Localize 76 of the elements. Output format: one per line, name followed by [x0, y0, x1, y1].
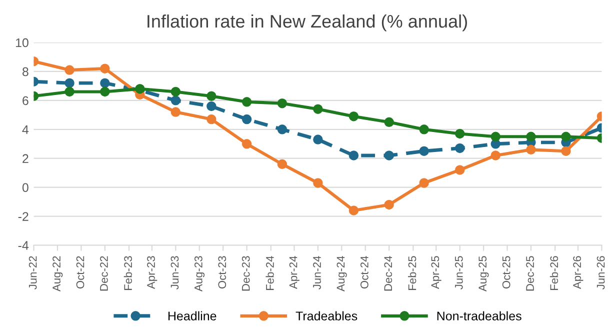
x-tick-label: Apr-23: [147, 256, 158, 289]
point: [64, 65, 74, 75]
x-tick-label: Feb-26: [550, 256, 558, 290]
point: [100, 78, 110, 88]
point: [242, 114, 252, 124]
x-tick-label: Dec-23: [242, 256, 250, 291]
x-tick-label: Apr-25: [431, 256, 442, 289]
point: [170, 96, 181, 106]
legend-label: Tradeables: [296, 311, 358, 320]
point: [277, 98, 288, 108]
x-tick-label: Jun-26: [596, 256, 605, 290]
point: [384, 150, 394, 160]
x-tick-label: Apr-26: [573, 256, 584, 289]
x-tick-label: Aug-24: [336, 256, 347, 292]
chart-title: Inflation rate in New Zealand (% annual): [148, 14, 467, 32]
y-tick-label: 0: [22, 183, 28, 192]
point: [526, 144, 536, 155]
x-tick-label: Feb-25: [408, 256, 416, 290]
y-tick-label: 2: [22, 154, 28, 163]
point: [454, 143, 465, 154]
point: [454, 128, 465, 139]
x-tick-label: Dec-22: [100, 256, 108, 291]
x-tick-label: Oct-24: [360, 256, 368, 288]
point: [277, 159, 288, 170]
x-tick-label: Oct-23: [218, 256, 226, 288]
point: [277, 124, 288, 134]
x-tick-label: Aug-25: [478, 256, 489, 292]
point: [490, 150, 500, 160]
point: [64, 86, 74, 97]
x-tick-label: Feb-24: [266, 256, 274, 290]
point: [64, 78, 74, 88]
point: [526, 132, 536, 142]
point: [561, 146, 571, 156]
legend-label: Headline: [168, 311, 216, 320]
x-tick-label: Jun-23: [170, 256, 179, 290]
x-tick-label: Dec-25: [526, 256, 534, 291]
x-tick-label: Jun-24: [313, 256, 321, 290]
point: [384, 200, 394, 210]
y-tick-label: 10: [16, 38, 28, 48]
x-tick-label: Aug-22: [52, 256, 63, 292]
point: [170, 107, 181, 117]
point: [170, 86, 181, 97]
point: [419, 146, 429, 156]
point: [313, 104, 323, 114]
x-tick-label: Aug-23: [194, 256, 205, 292]
point: [384, 117, 394, 128]
y-tick-label: 6: [22, 96, 28, 106]
y-tick-label: -4: [18, 241, 29, 250]
x-tick-label: Oct-22: [76, 256, 84, 288]
legend-label: Non-tradeables: [437, 311, 522, 320]
point: [490, 132, 500, 142]
y-tick-label: 4: [22, 125, 29, 134]
point: [454, 165, 465, 175]
point: [242, 139, 252, 149]
x-tick-label: Feb-23: [124, 256, 132, 290]
point: [206, 91, 216, 101]
point: [313, 178, 323, 188]
point: [561, 132, 571, 142]
x-tick-label: Apr-24: [289, 256, 300, 289]
point: [206, 101, 216, 112]
y-tick-label: 8: [22, 67, 28, 76]
point: [348, 206, 359, 216]
x-tick-label: Jun-25: [454, 256, 463, 290]
point: [348, 150, 359, 160]
point: [100, 86, 110, 97]
point: [419, 124, 429, 134]
x-tick-label: Jun-22: [28, 256, 37, 290]
point: [419, 178, 429, 188]
x-tick-label: Dec-24: [384, 256, 392, 291]
point: [100, 64, 110, 74]
point: [242, 97, 252, 107]
point: [313, 134, 323, 144]
point: [348, 112, 359, 122]
point: [206, 114, 216, 124]
y-tick-label: -2: [18, 212, 28, 221]
x-tick-label: Oct-25: [502, 256, 510, 288]
